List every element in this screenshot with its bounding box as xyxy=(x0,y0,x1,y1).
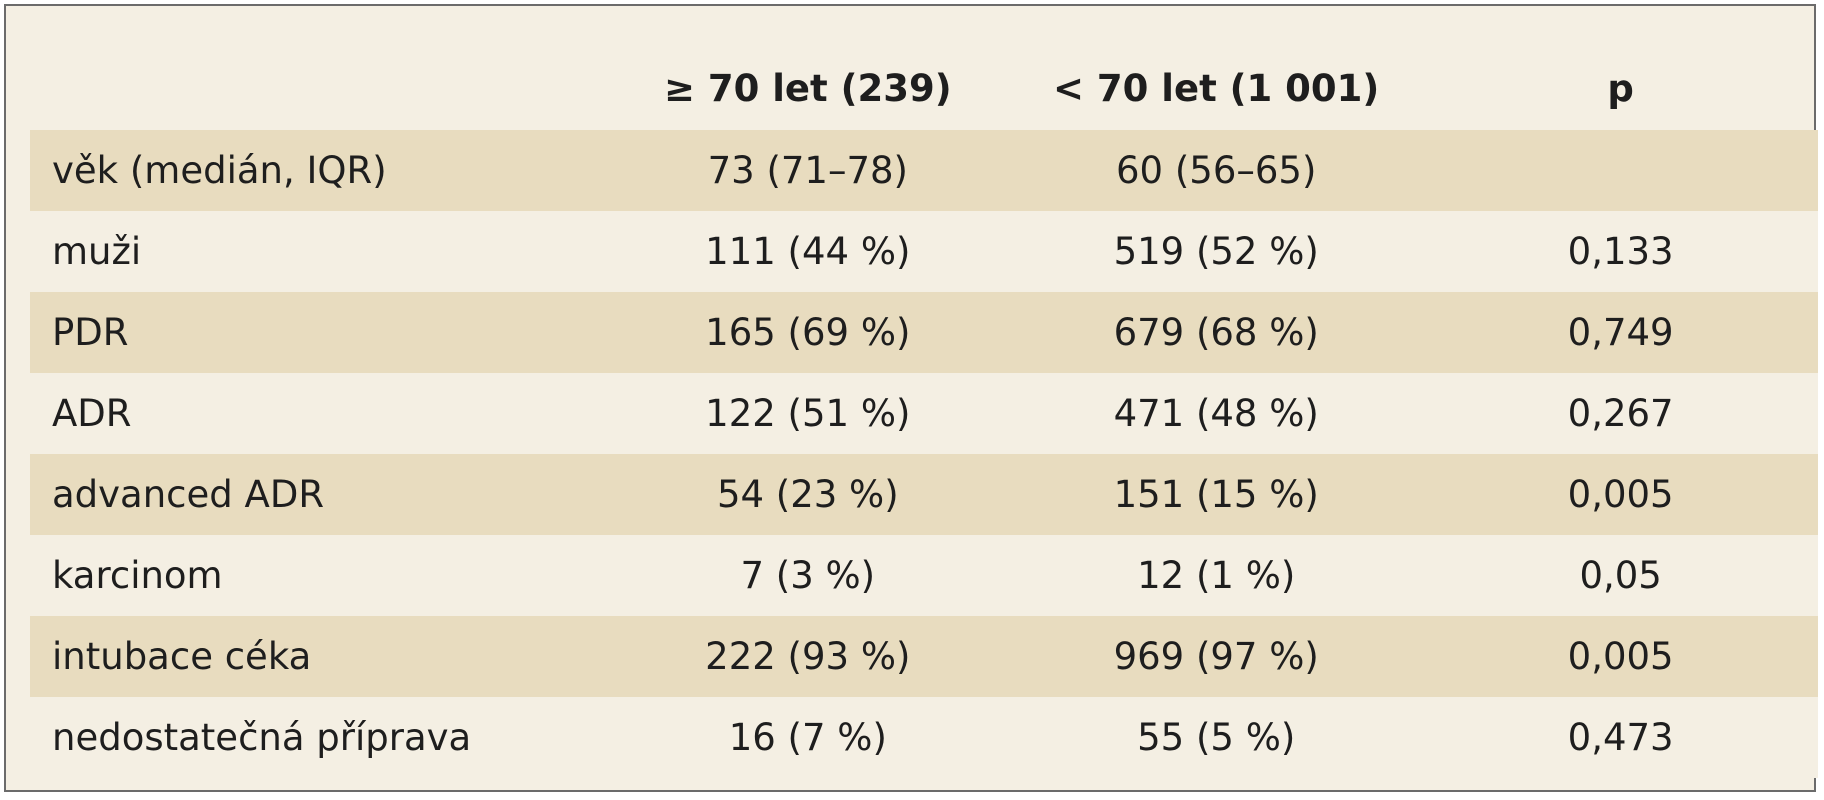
row-label: ADR xyxy=(52,392,132,435)
table-row: advanced ADR 54 (23 %) 151 (15 %) 0,005 xyxy=(30,454,1818,535)
header-empty xyxy=(30,46,606,130)
table-body: věk (medián, IQR) 73 (71–78) 60 (56–65) … xyxy=(30,130,1818,778)
cell-p-value: 0,005 xyxy=(1567,473,1674,516)
row-label: PDR xyxy=(52,311,129,354)
cell-p-value: 0,005 xyxy=(1567,635,1674,678)
header-age-under-70: < 70 let (1 001) xyxy=(1053,66,1380,110)
cell-p-value: 0,749 xyxy=(1567,311,1674,354)
cell-age-under-70: 60 (56–65) xyxy=(1116,149,1317,192)
row-label: nedostatečná příprava xyxy=(52,716,472,759)
header-age-70-plus: ≥ 70 let (239) xyxy=(663,66,952,110)
row-label: advanced ADR xyxy=(52,473,325,516)
table-row: věk (medián, IQR) 73 (71–78) 60 (56–65) xyxy=(30,130,1818,211)
cell-age-under-70: 55 (5 %) xyxy=(1137,716,1296,759)
cell-age-70-plus: 111 (44 %) xyxy=(705,230,911,273)
table-row: PDR 165 (69 %) 679 (68 %) 0,749 xyxy=(30,292,1818,373)
cell-p-value: 0,473 xyxy=(1567,716,1674,759)
cell-age-under-70: 969 (97 %) xyxy=(1113,635,1319,678)
cell-age-under-70: 519 (52 %) xyxy=(1113,230,1319,273)
table-row: nedostatečná příprava 16 (7 %) 55 (5 %) … xyxy=(30,697,1818,778)
cell-age-under-70: 471 (48 %) xyxy=(1113,392,1319,435)
cell-age-70-plus: 7 (3 %) xyxy=(740,554,876,597)
row-label: karcinom xyxy=(52,554,223,597)
cell-age-70-plus: 122 (51 %) xyxy=(705,392,911,435)
cell-p-value xyxy=(1423,130,1818,211)
row-label: muži xyxy=(52,230,142,273)
table-row: ADR 122 (51 %) 471 (48 %) 0,267 xyxy=(30,373,1818,454)
row-label: intubace céka xyxy=(52,635,312,678)
cell-p-value: 0,05 xyxy=(1579,554,1662,597)
header-p-value: p xyxy=(1607,66,1634,110)
cell-age-70-plus: 16 (7 %) xyxy=(728,716,887,759)
table-row: intubace céka 222 (93 %) 969 (97 %) 0,00… xyxy=(30,616,1818,697)
table-row: muži 111 (44 %) 519 (52 %) 0,133 xyxy=(30,211,1818,292)
cell-age-under-70: 12 (1 %) xyxy=(1137,554,1296,597)
cell-age-70-plus: 165 (69 %) xyxy=(705,311,911,354)
cell-age-under-70: 151 (15 %) xyxy=(1113,473,1319,516)
table-row: karcinom 7 (3 %) 12 (1 %) 0,05 xyxy=(30,535,1818,616)
cell-age-70-plus: 54 (23 %) xyxy=(716,473,899,516)
table-header: ≥ 70 let (239) < 70 let (1 001) p xyxy=(30,46,1818,130)
cell-p-value: 0,267 xyxy=(1567,392,1674,435)
cell-age-70-plus: 222 (93 %) xyxy=(705,635,911,678)
cell-age-70-plus: 73 (71–78) xyxy=(707,149,908,192)
table-frame: ≥ 70 let (239) < 70 let (1 001) p věk (m… xyxy=(4,4,1818,792)
cell-age-under-70: 679 (68 %) xyxy=(1113,311,1319,354)
row-label: věk (medián, IQR) xyxy=(52,149,387,192)
header-row: ≥ 70 let (239) < 70 let (1 001) p xyxy=(30,46,1818,130)
cell-p-value: 0,133 xyxy=(1567,230,1674,273)
comparison-table: ≥ 70 let (239) < 70 let (1 001) p věk (m… xyxy=(30,46,1818,778)
